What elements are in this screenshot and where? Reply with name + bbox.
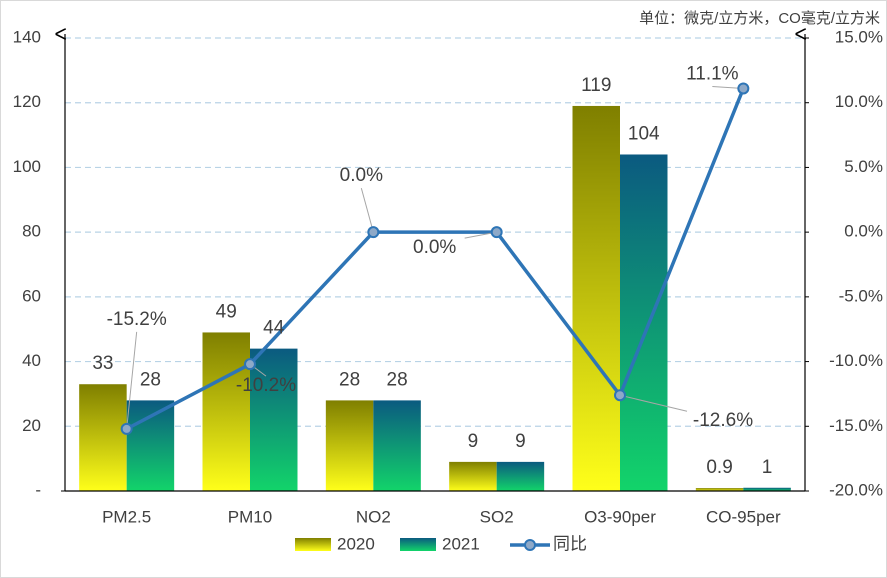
- x-tick-label: CO-95per: [706, 507, 781, 526]
- leader-line: [360, 188, 374, 233]
- bar-value-label: 0.9: [706, 457, 732, 478]
- y2-tick-label: -5.0%: [839, 286, 883, 305]
- unit-note: 单位：微克/立方米，CO毫克/立方米: [639, 9, 880, 27]
- line-marker: [490, 226, 503, 239]
- line-value-label: 0.0%: [340, 165, 383, 186]
- y2-tick-label: -10.0%: [829, 351, 883, 370]
- legend-label: 2020: [337, 534, 375, 553]
- bar: [250, 348, 298, 491]
- line-marker: [244, 358, 256, 371]
- line-value-label: 0.0%: [413, 237, 456, 258]
- x-tick-label: SO2: [480, 507, 514, 526]
- line: [125, 87, 745, 431]
- y2-tick-label: 0.0%: [844, 222, 883, 241]
- bar-value-label: 9: [515, 431, 526, 452]
- line-marker: [614, 389, 626, 402]
- line-marker: [367, 226, 380, 239]
- line-marker: [120, 422, 133, 435]
- y-tick-label: -: [35, 480, 41, 499]
- line-value-label: -15.2%: [107, 309, 167, 330]
- bar-value-label: 44: [263, 318, 285, 339]
- x-tick-label: O3-90per: [584, 507, 656, 526]
- y-tick-label: 80: [22, 222, 41, 241]
- line-value-label: 11.1%: [686, 63, 739, 84]
- legend-label: 同比: [553, 534, 587, 553]
- line-value-label: -12.6%: [693, 410, 753, 431]
- y-tick-label: 120: [13, 92, 41, 111]
- bar: [743, 487, 791, 491]
- y2-tick-label: -20.0%: [829, 480, 883, 499]
- legend-swatch: [400, 538, 436, 551]
- bar-value-label: 33: [92, 353, 113, 374]
- legend-label: 2021: [442, 534, 480, 553]
- x-tick-label: PM2.5: [102, 507, 151, 526]
- bar-value-label: 28: [140, 369, 161, 390]
- y2-tick-label: -15.0%: [829, 416, 883, 435]
- bar: [572, 105, 620, 491]
- bar-value-label: 1: [762, 457, 773, 478]
- bar-value-label: 9: [468, 431, 479, 452]
- y-tick-label: 20: [22, 416, 41, 435]
- bar: [449, 461, 497, 491]
- y2-tick-label: 10.0%: [835, 92, 883, 111]
- bar: [373, 400, 421, 491]
- bar: [126, 400, 175, 491]
- y-tick-label: 100: [13, 157, 41, 176]
- y2-tick-label: 15.0%: [835, 27, 883, 46]
- bar: [695, 488, 744, 491]
- leader-line: [126, 331, 138, 429]
- bar-value-label: 104: [628, 124, 660, 145]
- leader-line: [619, 394, 688, 412]
- bar-value-label: 28: [339, 369, 360, 390]
- line-value-label: -10.2%: [236, 375, 296, 396]
- y2-tick-label: 5.0%: [844, 157, 883, 176]
- bar: [202, 332, 250, 491]
- bar-value-label: 28: [387, 369, 408, 390]
- y-tick-label: 40: [22, 351, 41, 370]
- y-tick-label: 60: [22, 286, 41, 305]
- plot: [79, 82, 791, 491]
- bar: [325, 400, 374, 491]
- bar: [620, 154, 668, 491]
- x-tick-label: PM10: [228, 507, 272, 526]
- bar: [496, 461, 545, 491]
- x-tick-label: NO2: [356, 507, 391, 526]
- bar-value-label: 49: [216, 301, 237, 322]
- line-marker: [737, 82, 750, 95]
- y-tick-label: 140: [13, 27, 41, 46]
- legend-swatch: [295, 538, 331, 551]
- bar-value-label: 119: [581, 75, 611, 96]
- legend-marker: [524, 539, 536, 551]
- bar: [79, 384, 127, 491]
